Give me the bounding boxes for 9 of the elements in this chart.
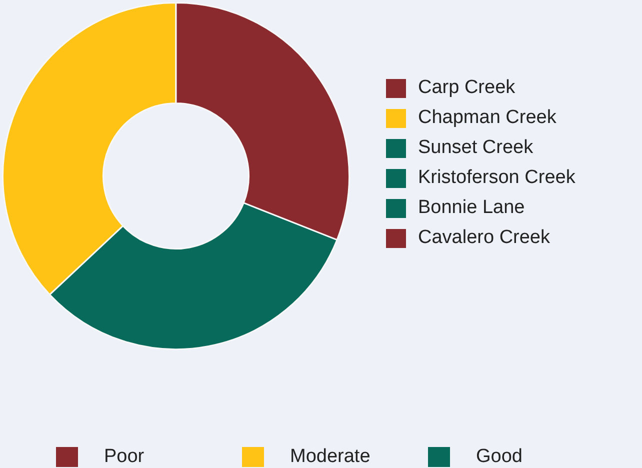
legend-label: Moderate [290,446,370,468]
category-label: Kristoferson Creek [418,167,576,189]
category-label: Carp Creek [418,77,516,99]
category-label: Cavalero Creek [418,227,550,249]
legend-label: Good [476,446,522,468]
category-label: Bonnie Lane [418,197,525,219]
category-label: Chapman Creek [418,107,556,129]
legend-label: Poor [104,446,144,468]
category-label: Sunset Creek [418,137,534,159]
